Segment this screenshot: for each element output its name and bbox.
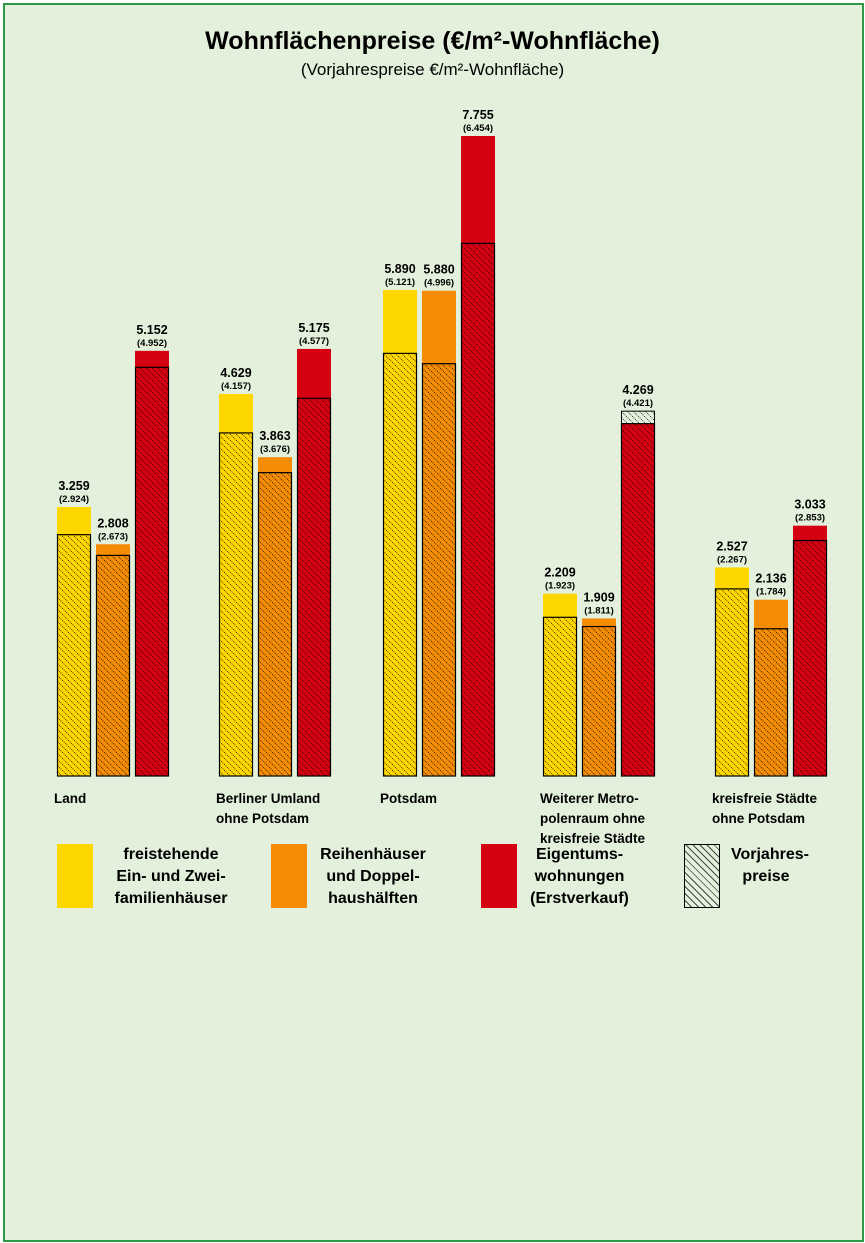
data-label: 2.136 <box>755 572 786 586</box>
data-label-previous: (1.923) <box>545 581 575 592</box>
bar-previous <box>421 363 457 777</box>
legend-label-freistehend: freistehende Ein- und Zwei- familienhäus… <box>114 846 228 907</box>
legend-label-vorjahr: Vorjahres- preise <box>731 846 809 885</box>
bar-previous-excess <box>621 410 655 425</box>
bar-previous <box>581 625 617 777</box>
data-label-previous: (4.952) <box>137 338 167 349</box>
data-label: 2.808 <box>97 516 128 530</box>
data-label-previous: (2.673) <box>98 531 128 542</box>
data-label: 2.527 <box>716 539 747 553</box>
data-label-previous: (5.121) <box>385 277 415 288</box>
category-label: kreisfreie Städte <box>540 831 646 846</box>
data-label: 3.259 <box>58 479 89 493</box>
bar-previous <box>753 628 789 777</box>
chart-subtitle: (Vorjahrespreise €/m²-Wohnfläche) <box>300 60 565 79</box>
category-label: Potsdam <box>380 791 437 806</box>
data-label-previous: (2.853) <box>795 513 825 524</box>
bar-previous <box>714 588 750 777</box>
bar-previous <box>542 616 578 777</box>
data-label-previous: (6.454) <box>463 123 493 134</box>
bar-previous <box>134 366 170 777</box>
legend-label-eigentum: Eigentums- wohnungen (Erstverkauf) <box>530 846 629 907</box>
data-label: 2.209 <box>544 566 575 580</box>
data-label: 1.909 <box>583 590 614 604</box>
category-label: kreisfreie Städte <box>712 791 818 806</box>
legend-swatch-vorjahr <box>684 844 720 908</box>
category-label: polenraum ohne <box>540 811 645 826</box>
data-label: 4.269 <box>622 383 653 397</box>
bar-previous <box>257 472 293 777</box>
data-label-previous: (4.577) <box>299 336 329 347</box>
bar-previous <box>95 554 131 777</box>
data-label-previous: (4.996) <box>424 278 454 289</box>
data-label-previous: (3.676) <box>260 444 290 455</box>
bar-previous <box>382 352 418 777</box>
data-label-previous: (1.784) <box>756 587 786 598</box>
bar-previous <box>620 423 656 777</box>
legend-swatch-freistehend <box>57 844 93 908</box>
data-label: 5.880 <box>423 263 454 277</box>
data-label: 4.629 <box>220 366 251 380</box>
category-label: ohne Potsdam <box>712 811 805 826</box>
bar-previous <box>296 397 332 777</box>
category-label: Land <box>54 791 86 806</box>
legend-swatch-reihen <box>271 844 307 908</box>
legend-swatch-eigentum <box>481 844 517 908</box>
data-label: 7.755 <box>462 108 493 122</box>
bar-previous <box>460 242 496 777</box>
data-label-previous: (4.157) <box>221 381 251 392</box>
bar-previous <box>56 534 92 777</box>
data-label: 3.863 <box>259 429 290 443</box>
legend-label-reihen: Reihenhäuser und Doppel- haushälften <box>320 846 426 907</box>
data-label: 5.152 <box>136 323 167 337</box>
bar-previous <box>792 539 828 777</box>
category-label: ohne Potsdam <box>216 811 309 826</box>
category-label: Berliner Umland <box>216 791 320 806</box>
data-label: 5.175 <box>298 321 329 335</box>
data-label: 3.033 <box>794 498 825 512</box>
chart-title: Wohnflächenpreise (€/m²-Wohnfläche) <box>205 27 660 55</box>
data-label-previous: (2.267) <box>717 554 747 565</box>
category-label: Weiterer Metro- <box>540 791 639 806</box>
bar-previous <box>218 432 254 777</box>
data-label: 5.890 <box>384 262 415 276</box>
data-label-previous: (4.421) <box>623 398 653 409</box>
data-label-previous: (1.811) <box>584 605 614 616</box>
data-label-previous: (2.924) <box>59 494 89 505</box>
